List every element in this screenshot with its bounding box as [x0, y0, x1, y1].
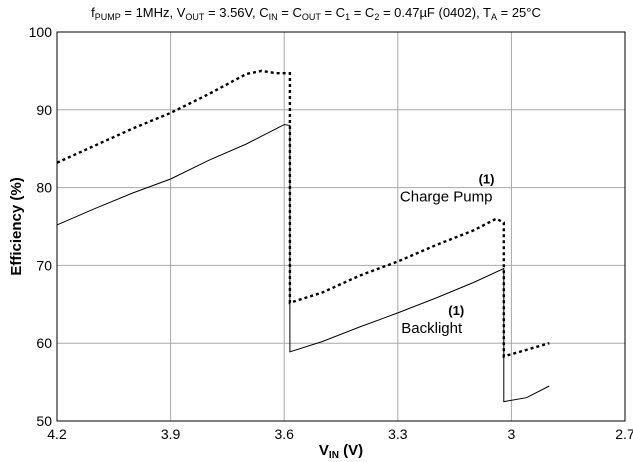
series-line-backlight: [56, 124, 550, 403]
plot-frame: [56, 31, 626, 422]
annotation-note: (1): [479, 172, 495, 187]
y-tick-label: 90: [36, 102, 52, 118]
grid: [56, 31, 626, 422]
series-group: [56, 69, 550, 403]
x-tick-label: 2.7: [615, 426, 633, 442]
x-tick-label: 4.2: [47, 426, 67, 442]
y-tick-label: 100: [29, 24, 53, 40]
chart-title: fPUMP​ = 1MHz, VOUT​ = 3.56V, CIN​ = COU…: [91, 5, 541, 22]
tick-labels: 4.2 3.9 3.6 3.3 3 2.7 50 60 70 80 90 100: [29, 24, 633, 442]
annotation-label: Backlight: [401, 320, 463, 337]
x-tick-label: 3.9: [161, 426, 181, 442]
x-axis-label: VIN (V): [319, 442, 363, 461]
x-tick-label: 3.6: [274, 426, 294, 442]
annotation-label: Charge Pump: [400, 189, 493, 206]
y-tick-label: 60: [36, 335, 52, 351]
y-tick-label: 50: [36, 413, 52, 429]
y-tick-label: 70: [36, 257, 52, 273]
series-line-charge-pump: [56, 69, 550, 358]
x-tick-label: 3.3: [388, 426, 408, 442]
y-tick-label: 80: [36, 180, 52, 196]
annotation-note: (1): [448, 303, 464, 318]
x-tick-label: 3: [508, 426, 516, 442]
y-axis-label: Efficiency (%): [8, 177, 25, 275]
annotations: Charge Pump (1) Backlight (1): [400, 172, 495, 337]
